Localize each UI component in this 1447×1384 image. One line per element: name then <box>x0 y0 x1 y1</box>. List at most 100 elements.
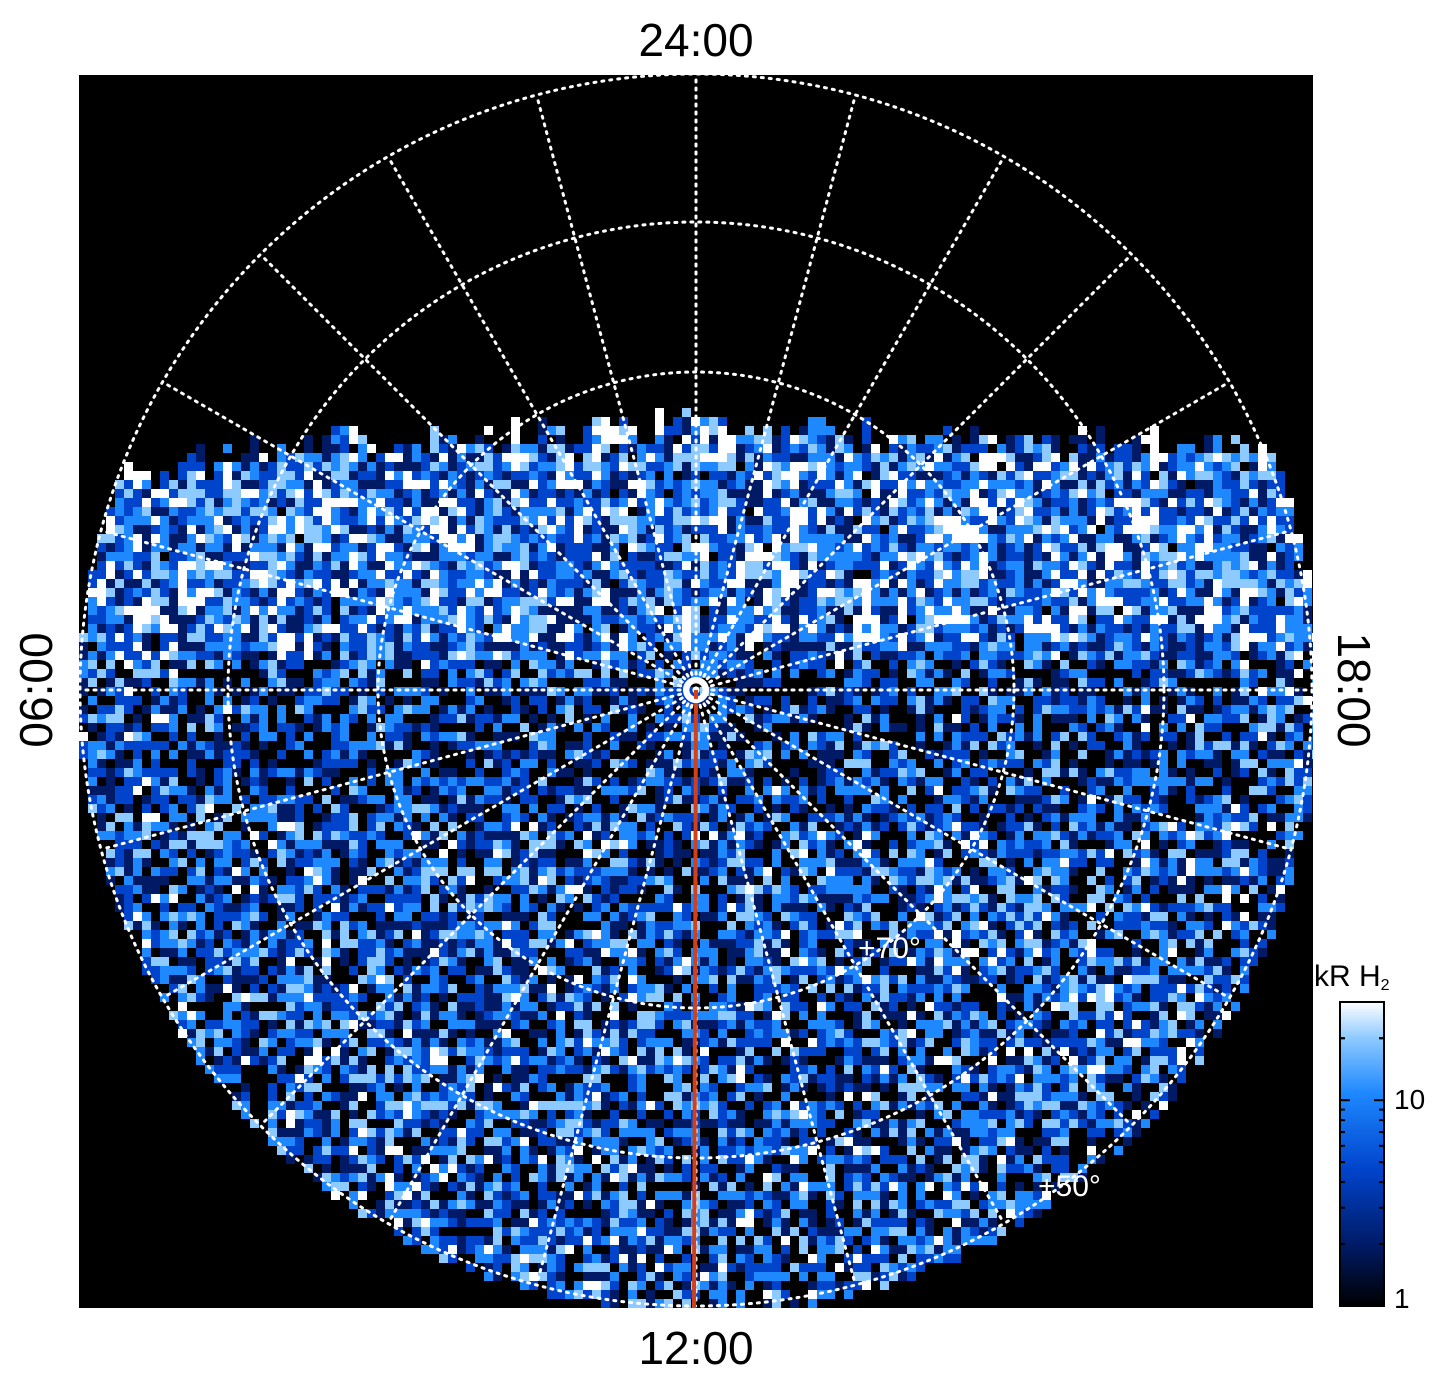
emission-pixel <box>1042 849 1051 858</box>
emission-pixel <box>898 552 907 561</box>
emission-pixel <box>196 750 205 759</box>
emission-pixel <box>718 831 727 840</box>
emission-pixel <box>1276 759 1285 768</box>
emission-pixel <box>1033 480 1042 498</box>
emission-pixel <box>619 867 628 876</box>
emission-pixel <box>223 768 232 777</box>
emission-pixel <box>817 777 826 786</box>
emission-pixel <box>385 741 394 750</box>
emission-pixel <box>844 777 853 786</box>
emission-pixel <box>718 840 727 849</box>
emission-pixel <box>988 480 997 489</box>
emission-pixel <box>1204 669 1213 678</box>
emission-pixel <box>772 849 781 858</box>
emission-pixel <box>214 849 223 858</box>
emission-pixel <box>349 660 358 669</box>
emission-pixel <box>790 822 799 831</box>
emission-pixel <box>196 831 205 840</box>
emission-pixel <box>88 750 97 759</box>
emission-pixel <box>331 822 340 831</box>
emission-pixel <box>88 786 97 795</box>
emission-pixel <box>979 534 988 543</box>
emission-pixel <box>952 822 961 831</box>
emission-pixel <box>682 786 691 795</box>
emission-pixel <box>1195 750 1204 759</box>
emission-pixel <box>700 849 709 858</box>
emission-pixel <box>97 714 106 723</box>
emission-pixel <box>1132 741 1141 750</box>
emission-pixel <box>772 813 781 822</box>
emission-pixel <box>610 858 619 867</box>
emission-pixel <box>1222 804 1231 813</box>
emission-pixel <box>439 444 448 453</box>
emission-pixel <box>835 570 844 579</box>
emission-pixel <box>214 705 223 714</box>
emission-pixel <box>1060 768 1069 777</box>
emission-pixel <box>979 642 988 651</box>
emission-pixel <box>187 579 196 588</box>
emission-pixel <box>691 426 700 435</box>
emission-pixel <box>1096 741 1105 750</box>
emission-pixel <box>331 831 340 840</box>
emission-pixel <box>853 705 862 714</box>
emission-pixel <box>538 822 547 831</box>
emission-pixel <box>88 723 97 732</box>
emission-pixel <box>493 822 502 831</box>
emission-pixel <box>988 723 997 732</box>
emission-pixel <box>934 723 943 732</box>
emission-pixel <box>592 651 601 660</box>
emission-pixel <box>394 624 403 633</box>
emission-pixel <box>196 813 205 822</box>
emission-pixel <box>727 696 736 705</box>
emission-pixel <box>790 849 799 858</box>
emission-pixel <box>367 696 376 705</box>
emission-pixel <box>1240 624 1249 651</box>
emission-pixel <box>673 822 682 831</box>
emission-pixel <box>1114 840 1123 849</box>
emission-pixel <box>88 741 97 750</box>
emission-pixel <box>655 840 664 849</box>
emission-pixel <box>592 705 601 714</box>
emission-pixel <box>916 498 925 507</box>
emission-pixel <box>646 453 655 462</box>
emission-pixel <box>160 768 169 777</box>
emission-pixel <box>637 777 646 786</box>
emission-pixel <box>709 822 718 831</box>
emission-pixel <box>421 480 430 489</box>
emission-pixel <box>853 849 862 858</box>
emission-pixel <box>421 705 430 714</box>
emission-pixel <box>1141 642 1150 651</box>
emission-pixel <box>547 606 556 615</box>
emission-pixel <box>1303 804 1312 813</box>
emission-pixel <box>1258 750 1267 759</box>
emission-pixel <box>196 768 205 777</box>
emission-pixel <box>817 498 826 507</box>
emission-pixel <box>718 795 727 804</box>
emission-pixel <box>646 759 655 768</box>
emission-pixel <box>934 795 943 804</box>
emission-pixel <box>1168 822 1177 831</box>
emission-pixel <box>1033 507 1042 516</box>
emission-pixel <box>79 660 88 669</box>
emission-pixel <box>844 669 853 678</box>
emission-pixel <box>952 786 961 795</box>
emission-pixel <box>403 867 412 876</box>
emission-pixel <box>484 759 493 768</box>
emission-pixel <box>709 516 718 525</box>
emission-pixel <box>1213 714 1222 723</box>
emission-pixel <box>88 660 97 669</box>
emission-pixel <box>295 804 304 813</box>
emission-pixel <box>313 543 322 552</box>
emission-pixel <box>124 867 133 876</box>
emission-pixel <box>1033 678 1042 687</box>
emission-pixel <box>1132 669 1141 678</box>
emission-pixel <box>1213 840 1222 849</box>
emission-pixel <box>79 642 88 651</box>
emission-pixel <box>106 822 115 831</box>
emission-pixel <box>160 831 169 840</box>
emission-pixel <box>1168 777 1177 786</box>
emission-pixel <box>799 705 808 714</box>
emission-pixel <box>1042 750 1051 759</box>
emission-pixel <box>979 705 988 714</box>
emission-pixel <box>1159 534 1168 543</box>
